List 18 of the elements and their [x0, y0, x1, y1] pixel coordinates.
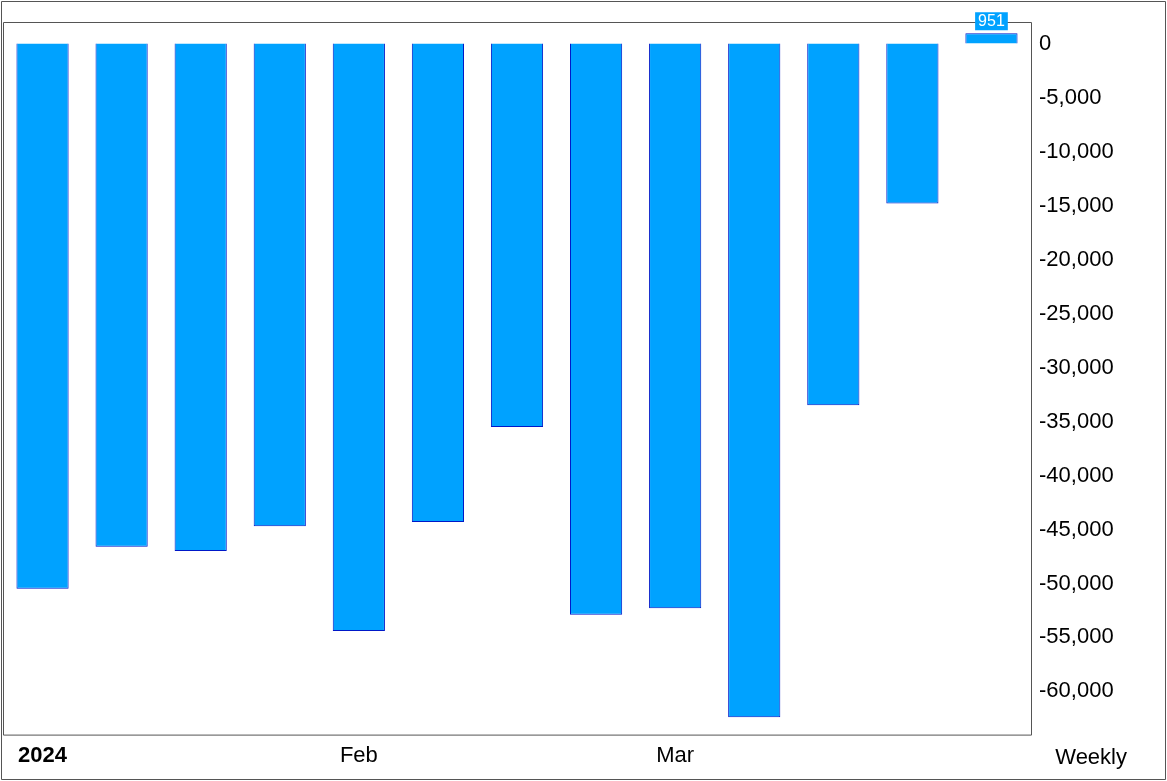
y-tick-label: 0 — [1039, 29, 1052, 55]
x-tick-label: Feb — [339, 741, 378, 767]
y-tick-label: -50,000 — [1039, 569, 1114, 595]
y-tick-label: -60,000 — [1039, 677, 1114, 703]
x-tick-label: 2024 — [18, 741, 68, 767]
y-tick-label: -15,000 — [1039, 191, 1114, 217]
y-tick-label: -30,000 — [1039, 353, 1114, 379]
data-label: 951 — [978, 11, 1005, 29]
y-tick-label: -35,000 — [1039, 407, 1114, 433]
y-tick-label: -25,000 — [1039, 299, 1114, 325]
x-tick-label: Mar — [656, 741, 695, 767]
text: Weekly — [1055, 743, 1127, 769]
y-tick-label: -45,000 — [1039, 515, 1114, 541]
y-tick-label: -40,000 — [1039, 461, 1114, 487]
y-tick-label: -55,000 — [1039, 623, 1114, 649]
y-tick-label: -10,000 — [1039, 137, 1114, 163]
y-tick-label: -5,000 — [1039, 83, 1102, 109]
y-tick-label: -20,000 — [1039, 245, 1114, 271]
